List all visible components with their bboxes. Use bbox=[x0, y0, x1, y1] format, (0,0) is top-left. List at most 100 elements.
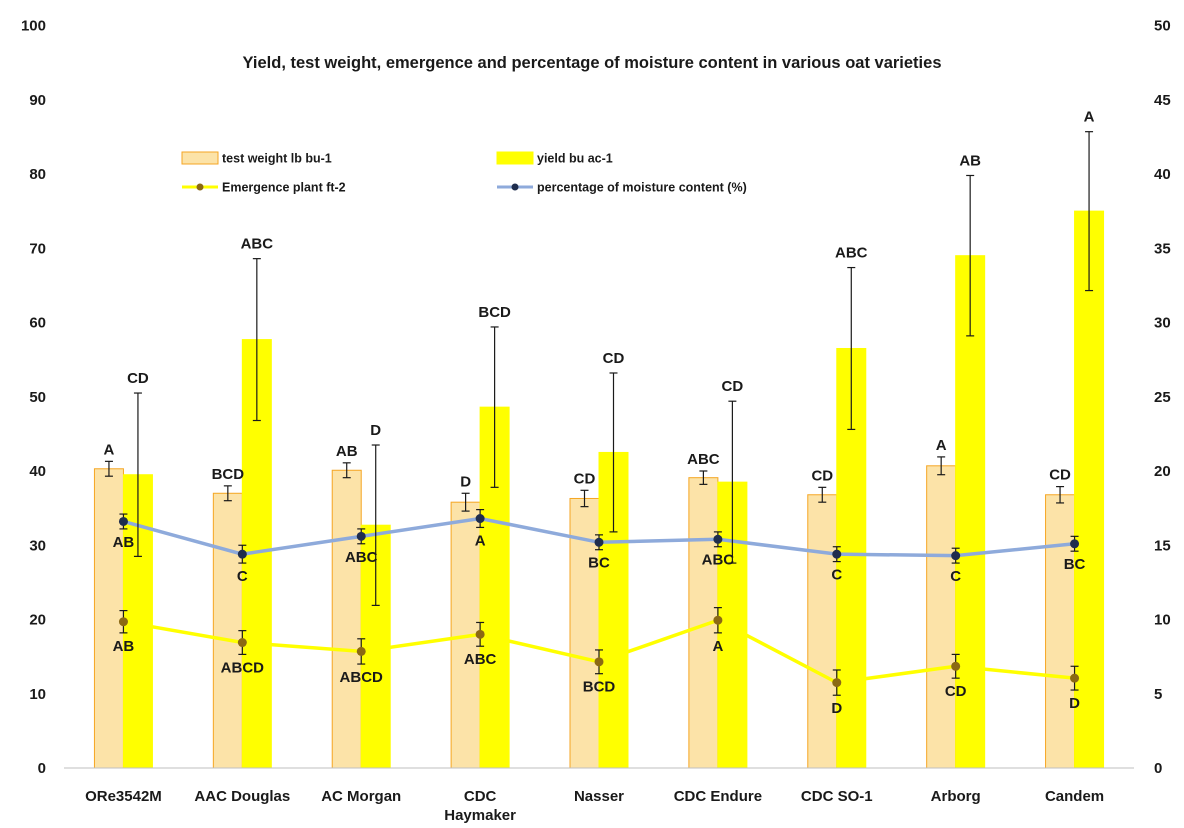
error-bar-test-weight bbox=[223, 485, 232, 502]
letter-test-weight: CD bbox=[1049, 467, 1071, 484]
letter-emergence: ABC bbox=[464, 651, 497, 668]
marker-moisture bbox=[713, 534, 723, 544]
y-left-tick-label: 60 bbox=[29, 315, 46, 332]
marker-emergence bbox=[1070, 673, 1080, 683]
letter-emergence: ABCD bbox=[221, 659, 264, 676]
letter-yield: BCD bbox=[478, 304, 511, 321]
bar-test-weight bbox=[93, 468, 124, 769]
y-right-tick-label: 35 bbox=[1154, 240, 1171, 257]
y-right-tick-label: 40 bbox=[1154, 166, 1171, 183]
marker-emergence bbox=[237, 638, 247, 648]
x-category-label: Arborg bbox=[931, 788, 981, 805]
bar-yield bbox=[955, 255, 986, 769]
error-bar-test-weight bbox=[580, 489, 589, 508]
letter-moisture: C bbox=[237, 568, 248, 585]
letter-yield: A bbox=[1084, 109, 1095, 126]
letter-yield: CD bbox=[603, 350, 625, 367]
y-right-tick-label: 50 bbox=[1154, 18, 1171, 35]
error-bar-test-weight bbox=[937, 456, 946, 476]
letter-test-weight: CD bbox=[811, 467, 833, 484]
marker-emergence bbox=[713, 615, 723, 625]
letter-emergence: AB bbox=[113, 638, 135, 655]
bar-yield bbox=[1074, 210, 1105, 769]
letter-emergence: ABCD bbox=[340, 669, 383, 686]
letter-yield: CD bbox=[722, 378, 744, 395]
bar-test-weight bbox=[926, 465, 957, 769]
y-right-tick-label: 30 bbox=[1154, 315, 1171, 332]
marker-emergence bbox=[951, 661, 961, 671]
legend-label: Emergence plant ft-2 bbox=[222, 181, 346, 195]
error-bar-yield bbox=[609, 372, 618, 533]
letter-moisture: A bbox=[475, 532, 486, 549]
legend-marker bbox=[196, 183, 204, 191]
y-right-tick-label: 25 bbox=[1154, 389, 1171, 406]
y-left-tick-label: 30 bbox=[29, 537, 46, 554]
letter-emergence: A bbox=[712, 638, 723, 655]
marker-moisture bbox=[1070, 539, 1080, 549]
x-category-label-line: Haymaker bbox=[444, 807, 516, 824]
letter-test-weight: A bbox=[104, 441, 115, 458]
error-bar-test-weight bbox=[104, 460, 113, 477]
letter-emergence: CD bbox=[945, 683, 967, 700]
y-right-tick-label: 20 bbox=[1154, 463, 1171, 480]
bar-test-weight bbox=[807, 494, 838, 769]
legend-item: percentage of moisture content (%) bbox=[497, 181, 747, 195]
y-left-tick-label: 40 bbox=[29, 463, 46, 480]
y-left-tick-label: 80 bbox=[29, 166, 46, 183]
y-right-tick-label: 15 bbox=[1154, 537, 1171, 554]
error-bar-test-weight bbox=[1056, 485, 1065, 504]
marker-emergence bbox=[832, 678, 842, 688]
x-category-label-line: ORe3542M bbox=[85, 788, 162, 805]
letter-moisture: ABC bbox=[702, 552, 735, 569]
x-category-label: ORe3542M bbox=[85, 788, 162, 805]
y-left-tick-label: 10 bbox=[29, 686, 46, 703]
letter-test-weight: BCD bbox=[212, 466, 245, 483]
error-bar-yield bbox=[133, 392, 142, 557]
legend-item: Emergence plant ft-2 bbox=[182, 181, 346, 195]
error-bar-yield bbox=[1085, 131, 1094, 292]
marker-moisture bbox=[832, 549, 842, 559]
letter-emergence: BCD bbox=[583, 679, 616, 696]
letter-label-layer: ACDBCDABCABDDBCDCDCDABCCDCDABCAABCDAABAB… bbox=[104, 109, 1095, 718]
marker-layer bbox=[118, 514, 1080, 688]
marker-emergence bbox=[356, 646, 366, 656]
legend-item: yield bu ac-1 bbox=[496, 151, 613, 166]
x-category-label: Candem bbox=[1045, 788, 1104, 805]
legend: test weight lb bu-1 yield bu ac-1 Emergenc… bbox=[181, 151, 747, 195]
y-left-tick-label: 20 bbox=[29, 612, 46, 629]
letter-moisture: C bbox=[831, 567, 842, 584]
marker-moisture bbox=[356, 531, 366, 541]
x-category-label: CDC Haymaker bbox=[444, 788, 516, 824]
marker-emergence bbox=[118, 617, 128, 627]
x-category-label-line: AC Morgan bbox=[321, 788, 401, 805]
x-category-label: AC Morgan bbox=[321, 788, 401, 805]
marker-moisture bbox=[594, 537, 604, 547]
y-right-tick-label: 10 bbox=[1154, 612, 1171, 629]
legend-swatch bbox=[496, 151, 534, 165]
error-bar-yield bbox=[371, 444, 380, 606]
legend-label: yield bu ac-1 bbox=[537, 152, 613, 166]
chart-title: Yield, test weight, emergence and percen… bbox=[243, 54, 942, 72]
marker-moisture bbox=[237, 549, 247, 559]
letter-test-weight: A bbox=[936, 437, 947, 454]
y-left-tick-label: 50 bbox=[29, 389, 46, 406]
y-left-tick-label: 0 bbox=[38, 760, 46, 777]
bar-test-weight bbox=[1045, 494, 1076, 769]
letter-moisture: BC bbox=[1064, 556, 1086, 573]
x-category-label-line: CDC bbox=[464, 788, 497, 805]
letter-yield: ABC bbox=[835, 245, 868, 262]
x-category-label-line: CDC Endure bbox=[674, 788, 762, 805]
marker-moisture bbox=[118, 516, 128, 526]
letter-yield: D bbox=[370, 422, 381, 439]
letter-moisture: AB bbox=[113, 534, 135, 551]
x-category-label-line: Nasser bbox=[574, 788, 624, 805]
letter-emergence: D bbox=[1069, 695, 1080, 712]
legend-marker bbox=[511, 183, 519, 191]
error-bar-test-weight bbox=[699, 470, 708, 485]
error-bar-test-weight bbox=[461, 492, 470, 512]
error-bar-yield bbox=[490, 326, 499, 488]
error-bar-yield bbox=[252, 258, 261, 422]
y-left-tick-label: 100 bbox=[21, 18, 46, 35]
letter-emergence: D bbox=[831, 700, 842, 717]
